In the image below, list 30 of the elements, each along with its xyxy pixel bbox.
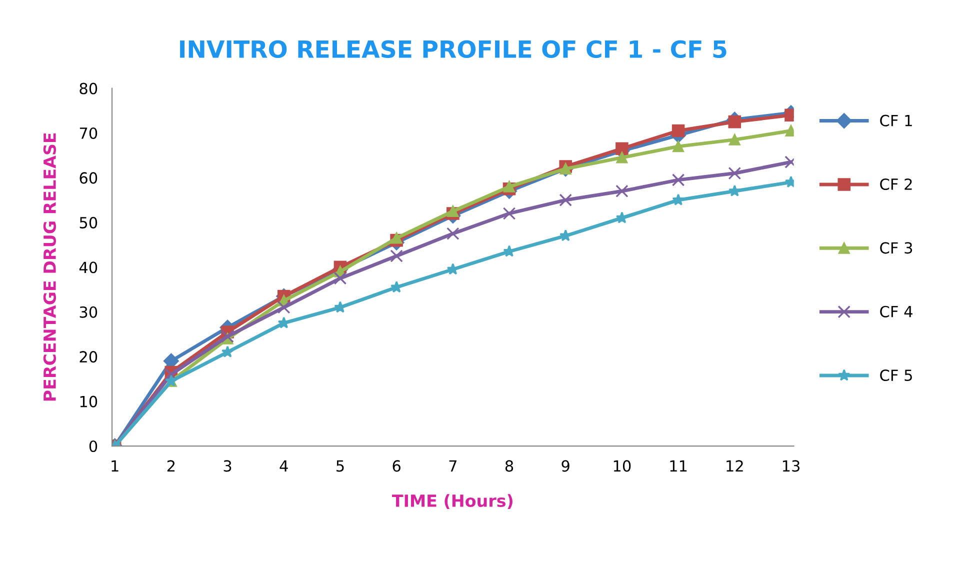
y-tick-label: 70 xyxy=(80,127,98,140)
x-tick-label: 1 xyxy=(112,460,118,472)
y-tick-label: 30 xyxy=(80,306,98,318)
y-tick-label: 20 xyxy=(80,351,98,363)
legend-label: CF 3 xyxy=(880,242,912,254)
x-tick-label: 9 xyxy=(562,460,570,472)
y-tick-label: 80 xyxy=(80,82,98,94)
x-tick-label: 13 xyxy=(782,460,800,472)
x-axis-title: TIME (Hours) xyxy=(392,494,512,509)
x-tick-label: 5 xyxy=(336,460,344,472)
y-tick-label: 40 xyxy=(79,262,98,274)
y-tick-label: 10 xyxy=(80,396,98,408)
y-tick-label: 50 xyxy=(80,216,98,228)
y-tick-label: 0 xyxy=(89,440,98,452)
x-tick-label: 2 xyxy=(167,460,175,472)
y-tick-label: 60 xyxy=(80,172,98,184)
x-tick-label: 7 xyxy=(449,460,456,472)
legend-label: CF 4 xyxy=(880,306,912,318)
legend-label: CF 5 xyxy=(880,369,912,382)
legend-label: CF 2 xyxy=(880,178,912,190)
x-tick-label: 10 xyxy=(614,460,631,472)
x-tick-label: 8 xyxy=(505,460,514,472)
x-tick-label: 6 xyxy=(392,460,400,472)
y-axis-title: PERCENTAGE DRUG RELEASE xyxy=(43,133,56,401)
x-tick-label: 4 xyxy=(280,460,288,472)
x-tick-label: 12 xyxy=(726,460,743,472)
legend-label: CF 1 xyxy=(880,114,912,126)
chart-title: INVITRO RELEASE PROFILE OF CF 1 - CF 5 xyxy=(180,40,726,58)
x-tick-label: 3 xyxy=(224,460,232,472)
x-tick-label: 11 xyxy=(670,460,687,472)
